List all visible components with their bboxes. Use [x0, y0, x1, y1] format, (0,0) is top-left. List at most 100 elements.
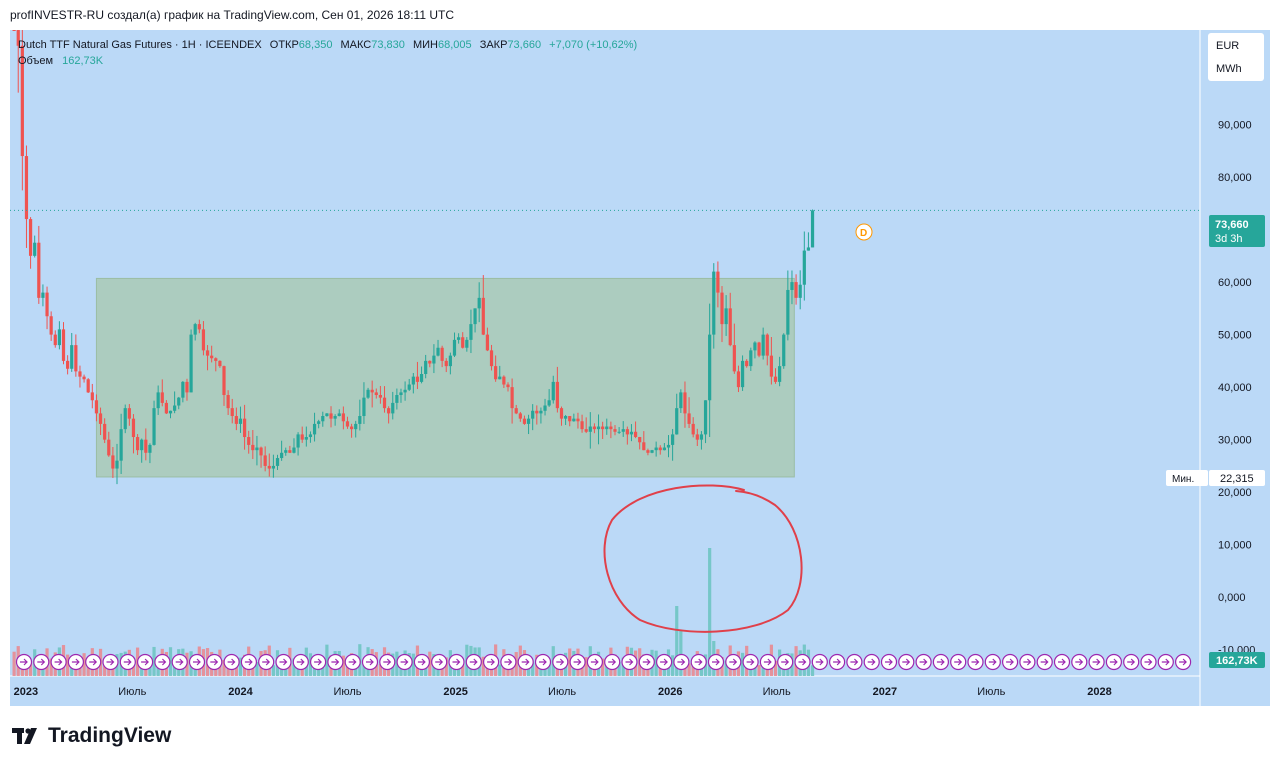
tradingview-brand[interactable]: TradingView: [12, 724, 171, 748]
event-marker-arrow-icon: [521, 658, 530, 666]
candle-body: [724, 308, 728, 325]
candle-body: [205, 350, 210, 356]
candle-body: [382, 397, 387, 409]
candle-body: [687, 413, 691, 424]
candle-body: [226, 395, 230, 409]
event-marker-arrow-icon: [487, 658, 495, 666]
candle-body: [156, 392, 160, 409]
event-marker-arrow-icon: [781, 658, 790, 666]
candle-body: [61, 329, 66, 361]
event-marker-arrow-icon: [348, 658, 357, 666]
candle-body: [695, 434, 699, 440]
candle-body: [703, 400, 708, 435]
event-marker-arrow-icon: [590, 658, 599, 666]
x-tick-label: 2027: [873, 686, 897, 698]
candle-body: [111, 455, 115, 469]
candle-body: [358, 416, 362, 424]
countdown-value: 3d 3h: [1215, 233, 1243, 245]
candle-body: [160, 392, 164, 403]
candle-body: [407, 384, 411, 390]
candle-body: [107, 439, 111, 456]
candle-body: [255, 447, 259, 451]
unit-label[interactable]: MWh: [1216, 63, 1242, 75]
candle-body: [354, 423, 358, 430]
candle-body: [658, 447, 662, 451]
candle-body: [568, 416, 572, 422]
event-marker-arrow-icon: [1023, 658, 1032, 666]
candle-body: [366, 389, 370, 398]
event-marker-arrow-icon: [1161, 658, 1170, 666]
candle-body: [716, 271, 720, 293]
event-marker-arrow-icon: [988, 658, 997, 666]
candle-body: [436, 347, 440, 356]
last-price-badge: 73,660 3d 3h: [1209, 215, 1265, 247]
event-marker-arrow-icon: [20, 658, 28, 666]
volume-badge: 162,73K: [1209, 652, 1265, 668]
dividend-marker[interactable]: D: [855, 223, 873, 241]
candle-body: [683, 392, 687, 414]
candle-body: [123, 408, 127, 430]
volume-bar: [411, 653, 415, 676]
price-chart[interactable]: 100,00090,00080,00060,00050,00040,00030,…: [10, 0, 1270, 706]
candle-body: [769, 355, 773, 377]
candle-body: [633, 431, 638, 438]
currency-label[interactable]: EUR: [1216, 40, 1239, 52]
candle-body: [485, 334, 490, 351]
candle-body: [284, 450, 288, 453]
candle-body: [477, 297, 481, 309]
event-marker-arrow-icon: [573, 658, 582, 666]
volume-bar: [687, 663, 691, 676]
candle-body: [275, 458, 280, 466]
legend-volume-value: 162,73K: [62, 55, 104, 67]
volume-bar: [498, 664, 502, 676]
volume-bar: [345, 663, 350, 676]
dividend-marker-circle[interactable]: [855, 223, 873, 241]
candle-body: [592, 426, 597, 430]
candle-body: [177, 397, 181, 406]
candle-body: [782, 334, 786, 367]
event-marker-arrow-icon: [383, 658, 392, 666]
time-scale-background[interactable]: [10, 676, 1200, 706]
event-marker-arrow-icon: [746, 658, 755, 666]
event-marker-arrow-icon: [1179, 658, 1187, 666]
x-tick-label: 2026: [658, 686, 682, 698]
event-marker-arrow-icon: [642, 658, 651, 666]
candle-body: [168, 410, 173, 414]
candle-body: [66, 360, 70, 369]
candle-body: [317, 421, 321, 424]
event-marker-arrow-icon: [469, 658, 478, 666]
consolidation-range-box[interactable]: [95, 277, 795, 478]
volume-bar: [547, 662, 551, 676]
event-marker-arrow-icon: [296, 658, 305, 666]
event-marker-arrow-icon: [452, 658, 461, 666]
volume-bar: [317, 664, 321, 676]
volume-bar: [222, 659, 226, 676]
price-scale-background[interactable]: [1200, 30, 1270, 706]
chart-area[interactable]: 100,00090,00080,00060,00050,00040,00030,…: [10, 0, 1270, 706]
event-marker-arrow-icon: [417, 658, 426, 666]
candle-body: [465, 339, 469, 348]
candle-body: [514, 408, 518, 414]
last-price-badge-bg: [1209, 215, 1265, 247]
currency-unit-box[interactable]: [1208, 33, 1264, 81]
candle-body: [510, 387, 514, 409]
event-marker-arrow-icon: [331, 658, 340, 666]
volume-bar: [543, 664, 547, 676]
candle-body: [82, 376, 86, 380]
candle-body: [230, 408, 234, 417]
event-marker-arrow-icon: [833, 658, 841, 666]
event-marker-arrow-icon: [210, 658, 219, 666]
candle-body: [193, 324, 197, 335]
candle-body: [234, 416, 238, 424]
event-marker-arrow-icon: [919, 658, 928, 666]
candle-body: [576, 418, 580, 422]
volume-bar: [691, 664, 695, 676]
candle-body: [288, 450, 292, 453]
currency-unit-selector[interactable]: EUR MWh: [1208, 33, 1264, 81]
candle-body: [94, 400, 99, 414]
event-marker-arrow-icon: [141, 658, 149, 666]
candle-body: [564, 416, 568, 419]
event-marker-arrow-icon: [279, 658, 288, 666]
event-marker-arrow-icon: [539, 658, 547, 666]
event-marker-arrow-icon: [1144, 658, 1153, 666]
